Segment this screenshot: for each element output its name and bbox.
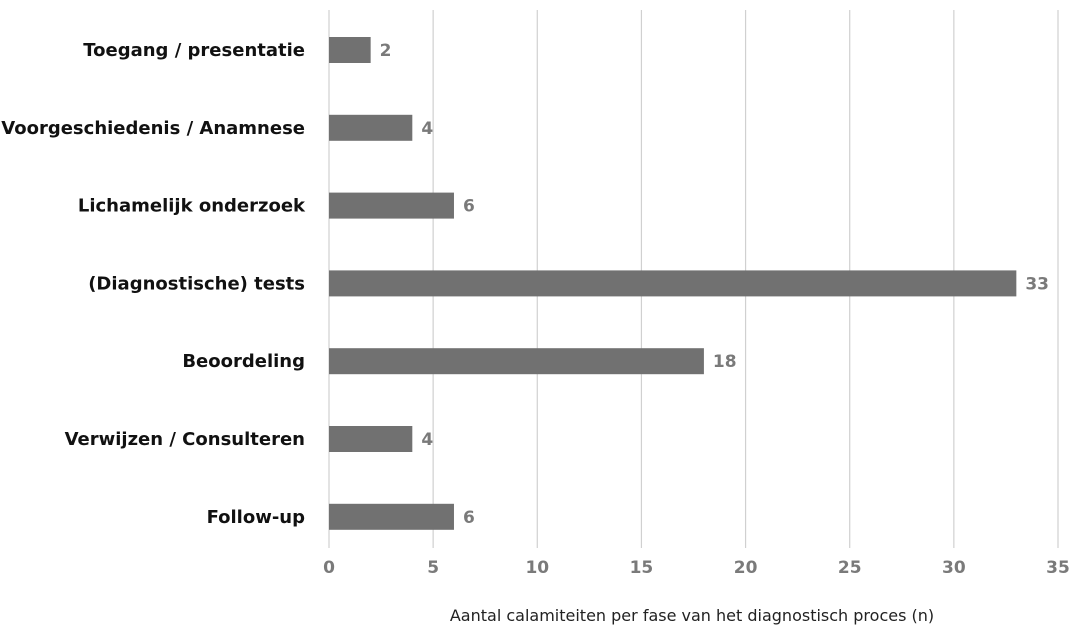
category-labels: Toegang / presentatie Voorgeschiedenis / … [1, 40, 306, 528]
bar [329, 37, 371, 63]
x-tick-label: 35 [1046, 558, 1070, 578]
data-label: 6 [463, 197, 475, 217]
bar [329, 348, 704, 375]
bar [329, 426, 413, 452]
data-label: 4 [421, 430, 433, 450]
bar [329, 192, 454, 219]
x-tick-label: 0 [323, 558, 335, 578]
x-axis-title: Aantal calamiteiten per fase van het dia… [450, 606, 934, 625]
x-tick-label: 5 [427, 558, 439, 578]
category-label: (Diagnostische) tests [88, 273, 305, 294]
x-tick-label: 10 [525, 558, 549, 578]
data-label: 2 [380, 41, 392, 61]
category-label: Follow-up [207, 507, 306, 528]
data-label: 6 [463, 508, 475, 528]
category-label: Lichamelijk onderzoek [78, 196, 306, 217]
x-tick-label: 20 [734, 558, 758, 578]
data-label: 18 [713, 352, 737, 372]
data-label: 4 [421, 119, 433, 139]
bar [329, 503, 454, 530]
category-label: Verwijzen / Consulteren [65, 429, 305, 450]
category-label: Toegang / presentatie [83, 40, 305, 61]
bars [329, 37, 1017, 530]
x-axis-ticks: 0 5 10 15 20 25 30 35 [323, 558, 1070, 578]
x-tick-label: 15 [630, 558, 654, 578]
bar [329, 114, 413, 141]
data-label: 33 [1025, 274, 1049, 294]
bar [329, 270, 1017, 297]
category-label: Beoordeling [182, 351, 305, 372]
value-labels: 2 4 6 33 18 4 6 [380, 41, 1049, 528]
category-label: Voorgeschiedenis / Anamnese [1, 118, 305, 139]
x-tick-label: 30 [942, 558, 966, 578]
x-tick-label: 25 [838, 558, 862, 578]
